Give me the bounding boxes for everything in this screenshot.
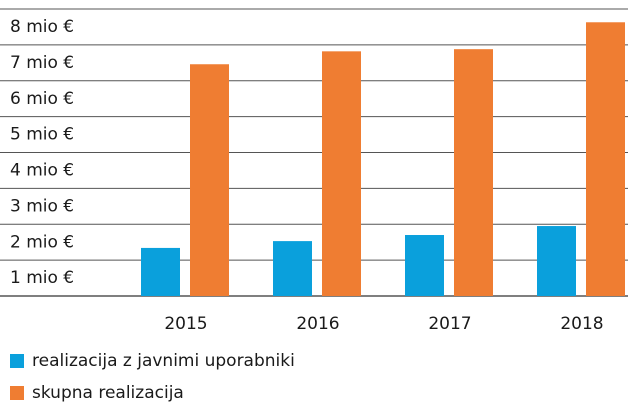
- y-tick-label: 6 mio €: [10, 89, 74, 109]
- legend-swatch: [10, 386, 24, 400]
- y-tick-label: 3 mio €: [10, 196, 74, 216]
- bar: [273, 241, 312, 296]
- bar: [586, 22, 625, 297]
- bar: [405, 235, 444, 296]
- bar: [322, 51, 361, 296]
- legend-label: realizacija z javnimi uporabniki: [32, 351, 295, 371]
- y-tick-label: 4 mio €: [10, 161, 74, 181]
- legend-label: skupna realizacija: [32, 383, 184, 403]
- bar: [190, 64, 229, 296]
- legend-swatch: [10, 354, 24, 368]
- x-tick-label: 2018: [560, 314, 603, 334]
- bar: [141, 247, 180, 296]
- x-tick-label: 2016: [296, 314, 339, 334]
- y-tick-label: 5 mio €: [10, 125, 74, 145]
- y-tick-label: 8 mio €: [10, 17, 74, 37]
- bar: [454, 49, 493, 297]
- x-tick-label: 2015: [164, 314, 207, 334]
- y-tick-label: 2 mio €: [10, 232, 74, 252]
- x-tick-label: 2017: [428, 314, 471, 334]
- bar: [537, 226, 576, 296]
- y-tick-label: 1 mio €: [10, 268, 74, 288]
- y-tick-label: 7 mio €: [10, 53, 74, 73]
